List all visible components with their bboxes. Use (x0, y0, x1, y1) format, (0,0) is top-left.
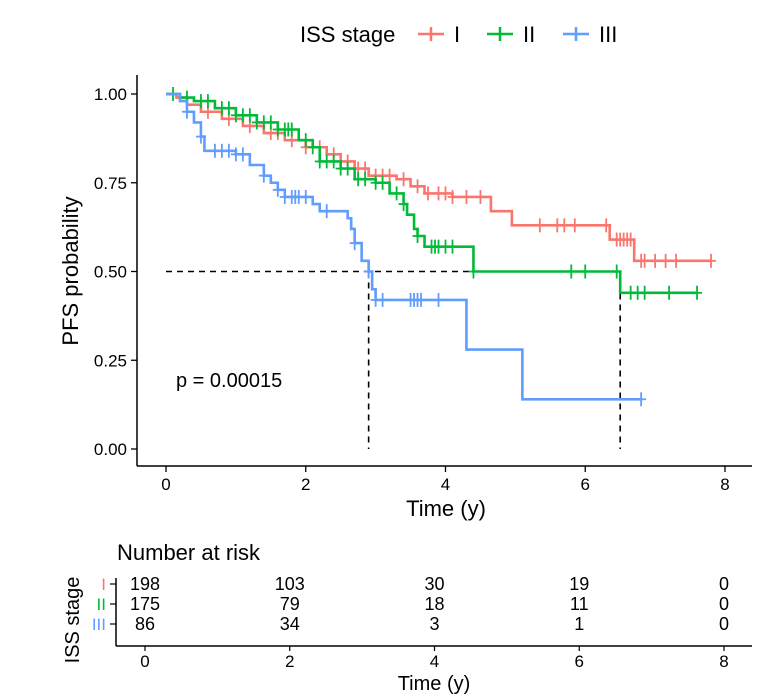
survival-curve-III (166, 92, 642, 401)
risk-count: 79 (280, 594, 300, 614)
risk-table-y-label: ISS stage (62, 577, 84, 664)
legend-entry-3: III (563, 22, 617, 47)
x-tick-label: 0 (161, 475, 170, 494)
risk-x-tick-label: 8 (719, 652, 728, 671)
legend-label: I (454, 22, 460, 47)
plot-area (166, 87, 717, 449)
risk-count: 86 (135, 614, 155, 634)
risk-count: 0 (719, 574, 729, 594)
risk-count: 34 (280, 614, 300, 634)
legend: ISS stage I II III (300, 22, 617, 47)
risk-count: 175 (130, 594, 160, 614)
series-I (166, 92, 717, 268)
risk-count: 0 (719, 614, 729, 634)
risk-table: Number at risk ISS stage I 198 103 30 19 0II 1… (62, 540, 752, 695)
legend-title: ISS stage (300, 22, 395, 47)
risk-row-label: I (101, 575, 106, 594)
y-tick-label: 1.00 (94, 85, 127, 104)
risk-count: 30 (424, 574, 444, 594)
y-tick-label: 0.75 (94, 174, 127, 193)
risk-x-tick-label: 4 (430, 652, 439, 671)
y-axis-ticks: 0.00 0.25 0.50 0.75 1.00 (94, 85, 137, 459)
risk-row-II: II 175 79 18 11 0 (97, 594, 729, 614)
y-axis-label: PFS probability (58, 196, 83, 345)
legend-label: III (599, 22, 617, 47)
risk-count: 1 (574, 614, 584, 634)
legend-label: II (523, 22, 535, 47)
series-III (166, 92, 647, 407)
risk-count: 0 (719, 594, 729, 614)
risk-count: 198 (130, 574, 160, 594)
risk-x-tick-label: 2 (285, 652, 294, 671)
risk-row-I: I 198 103 30 19 0 (101, 574, 729, 594)
y-tick-label: 0.25 (94, 351, 127, 370)
risk-table-title: Number at risk (117, 540, 261, 565)
risk-count: 3 (429, 614, 439, 634)
survival-curve-I (166, 92, 712, 263)
p-value-annotation: p = 0.00015 (176, 370, 282, 392)
risk-count: 18 (424, 594, 444, 614)
risk-count: 103 (275, 574, 305, 594)
x-axis-ticks: 0 2 4 6 8 (161, 466, 730, 494)
risk-row-III: III 86 34 3 1 0 (92, 614, 729, 634)
risk-count: 19 (569, 574, 589, 594)
legend-entry-1: I (418, 22, 460, 47)
x-axis-label: Time (y) (406, 496, 486, 521)
legend-entry-2: II (487, 22, 535, 47)
y-tick-label: 0.50 (94, 263, 127, 282)
survival-curve-II (166, 92, 698, 295)
risk-x-tick-label: 6 (575, 652, 584, 671)
risk-x-tick-label: 0 (140, 652, 149, 671)
x-tick-label: 2 (301, 475, 310, 494)
x-tick-label: 8 (720, 475, 729, 494)
x-tick-label: 6 (581, 475, 590, 494)
risk-row-label: III (92, 615, 106, 634)
risk-table-x-label: Time (y) (398, 673, 471, 695)
risk-count: 11 (570, 594, 589, 614)
y-tick-label: 0.00 (94, 440, 127, 459)
risk-row-label: II (97, 595, 106, 614)
x-tick-label: 4 (441, 475, 450, 494)
series-II (166, 87, 703, 300)
